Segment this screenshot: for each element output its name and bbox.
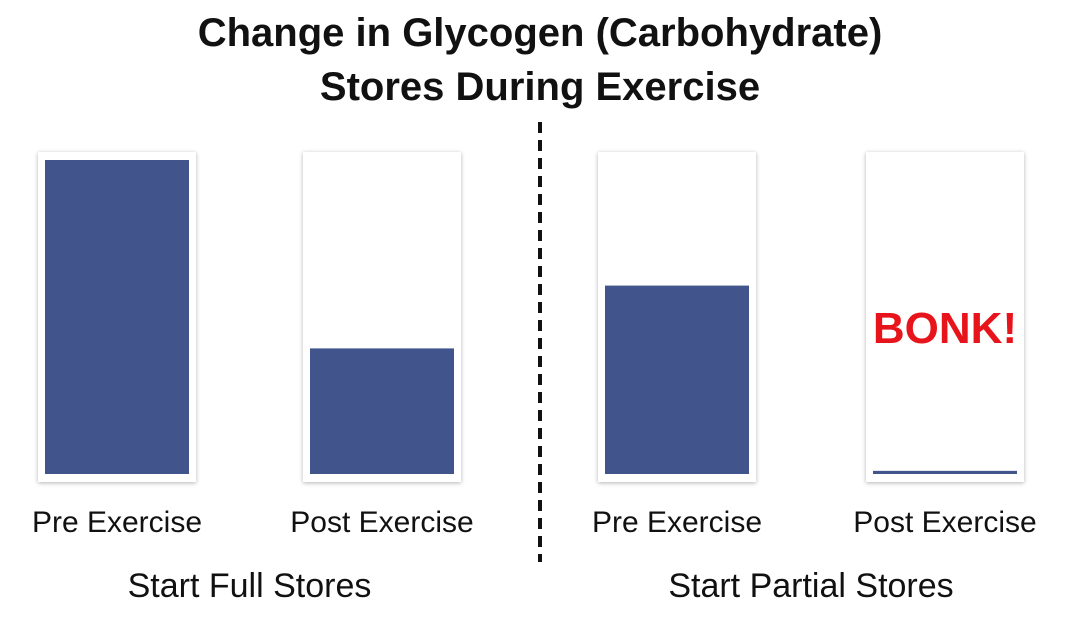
glycogen-fill [873, 470, 1017, 474]
group-label: Start Partial Stores [668, 567, 953, 605]
category-label: Post Exercise [290, 506, 473, 539]
annotation: BONK! [873, 304, 1017, 353]
chart-title: Change in Glycogen (Carbohydrate) Stores… [197, 11, 883, 109]
category-label: Pre Exercise [592, 506, 762, 539]
category-label: Pre Exercise [32, 506, 202, 539]
glycogen-fill [310, 348, 454, 474]
glycogen-fill [605, 285, 749, 474]
group-label: Start Full Stores [128, 567, 372, 605]
category-label: Post Exercise [853, 506, 1036, 539]
glycogen-fill [45, 160, 189, 474]
container [866, 152, 1024, 482]
